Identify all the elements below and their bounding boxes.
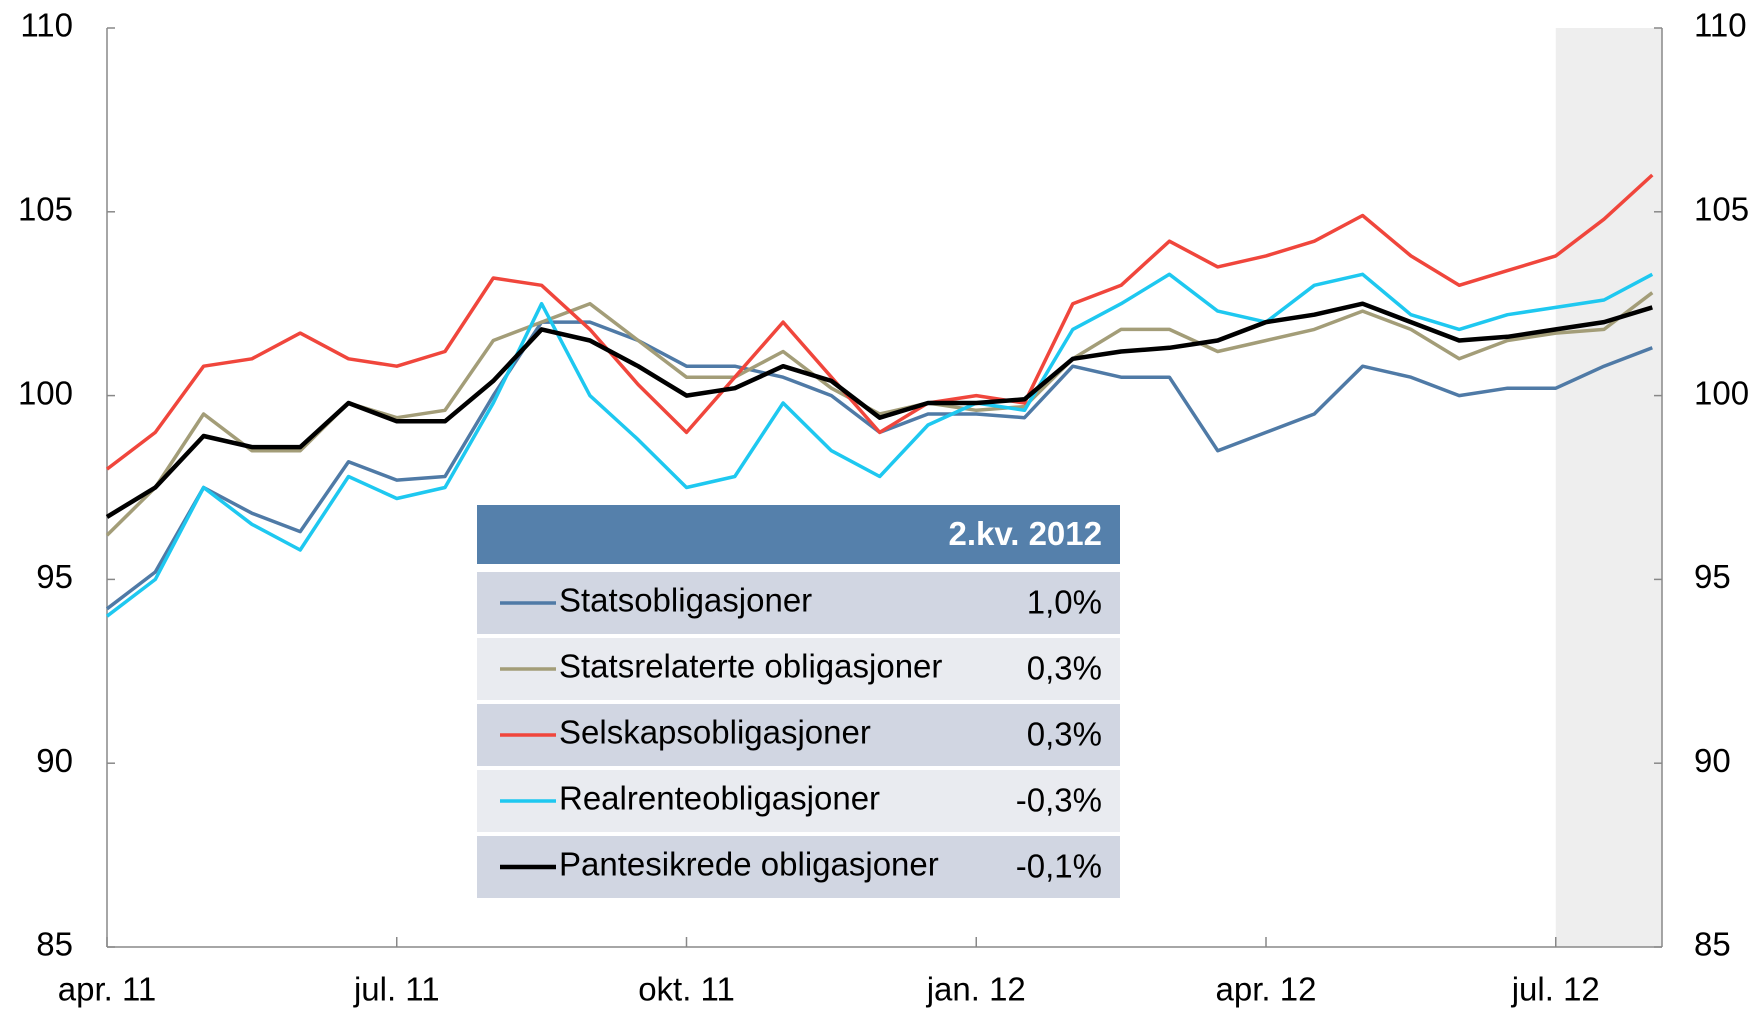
legend-label: Pantesikrede obligasjoner: [559, 846, 939, 883]
y2-tick-label: 85: [1694, 926, 1731, 963]
series-line: [105, 320, 1653, 611]
highlight-band: [1555, 28, 1662, 947]
y-tick-label: 85: [36, 926, 73, 963]
x-tick-label: apr. 11: [58, 971, 156, 1008]
x-tick-label: apr. 12: [1216, 971, 1317, 1008]
legend-row: [477, 836, 1120, 898]
y2-tick-label: 110: [1694, 7, 1747, 44]
legend-value: 0,3%: [1027, 650, 1102, 687]
legend-label: Statsobligasjoner: [559, 582, 812, 619]
legend-value: -0,1%: [1016, 848, 1102, 885]
series-line: [105, 272, 1654, 618]
y-tick-label: 105: [18, 191, 73, 228]
x-tick-label: jul. 11: [353, 971, 440, 1008]
legend-value: 0,3%: [1027, 716, 1102, 753]
legend-header: [477, 505, 1120, 564]
x-tick-label: jul. 12: [1511, 971, 1600, 1008]
y2-tick-label: 95: [1694, 558, 1731, 595]
y2-tick-label: 105: [1694, 191, 1749, 228]
series-line: [105, 173, 1654, 471]
y2-tick-label: 90: [1694, 742, 1731, 779]
y2-tick-label: 100: [1694, 374, 1749, 411]
y-tick-label: 100: [18, 374, 73, 411]
y-tick-label: 110: [20, 7, 73, 44]
series-line: [105, 301, 1653, 519]
legend-row: [477, 638, 1120, 700]
legend-row: [477, 704, 1120, 766]
legend-label: Statsrelaterte obligasjoner: [559, 648, 942, 685]
legend-row: [477, 770, 1120, 832]
x-tick-label: okt. 11: [638, 971, 735, 1008]
legend-value: -0,3%: [1016, 782, 1102, 819]
y-tick-label: 90: [36, 742, 73, 779]
legend-value: 1,0%: [1027, 584, 1102, 621]
legend-label: Realrenteobligasjoner: [559, 780, 880, 817]
legend-label: Selskapsobligasjoner: [559, 714, 871, 751]
x-tick-label: jan. 12: [926, 971, 1026, 1008]
legend-header-text: 2.kv. 2012: [948, 515, 1102, 552]
legend-row: [477, 572, 1120, 634]
y-tick-label: 95: [36, 558, 73, 595]
